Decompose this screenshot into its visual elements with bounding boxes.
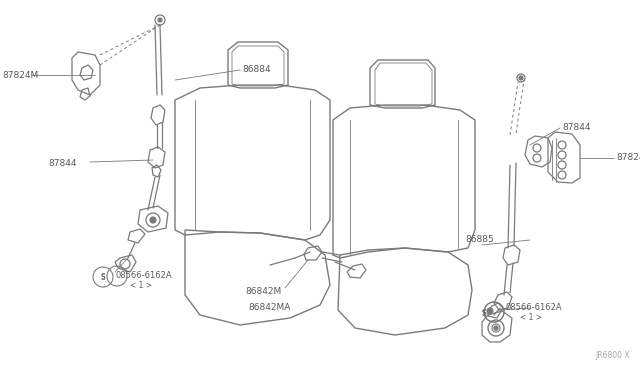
Text: < 1 >: < 1 > (130, 282, 152, 291)
Circle shape (494, 326, 498, 330)
Text: < 1 >: < 1 > (520, 314, 542, 323)
Text: 86884: 86884 (242, 65, 271, 74)
Circle shape (150, 217, 156, 223)
Text: 86885: 86885 (465, 235, 494, 244)
Circle shape (487, 308, 493, 314)
Text: S: S (482, 308, 486, 317)
Text: 87844: 87844 (562, 124, 591, 132)
Text: 87824M: 87824M (2, 71, 38, 80)
Text: 87824M: 87824M (616, 154, 640, 163)
Text: JR6800 X: JR6800 X (595, 351, 630, 360)
Text: S: S (100, 273, 106, 282)
Text: S: S (101, 274, 105, 280)
Circle shape (158, 18, 162, 22)
Text: 08566-6162A: 08566-6162A (506, 302, 563, 311)
Text: 86842M: 86842M (245, 288, 281, 296)
Text: S: S (482, 310, 486, 316)
Text: 08566-6162A: 08566-6162A (115, 270, 172, 279)
Circle shape (519, 76, 523, 80)
Text: 86842MA: 86842MA (248, 304, 291, 312)
Text: 87844: 87844 (48, 158, 77, 167)
